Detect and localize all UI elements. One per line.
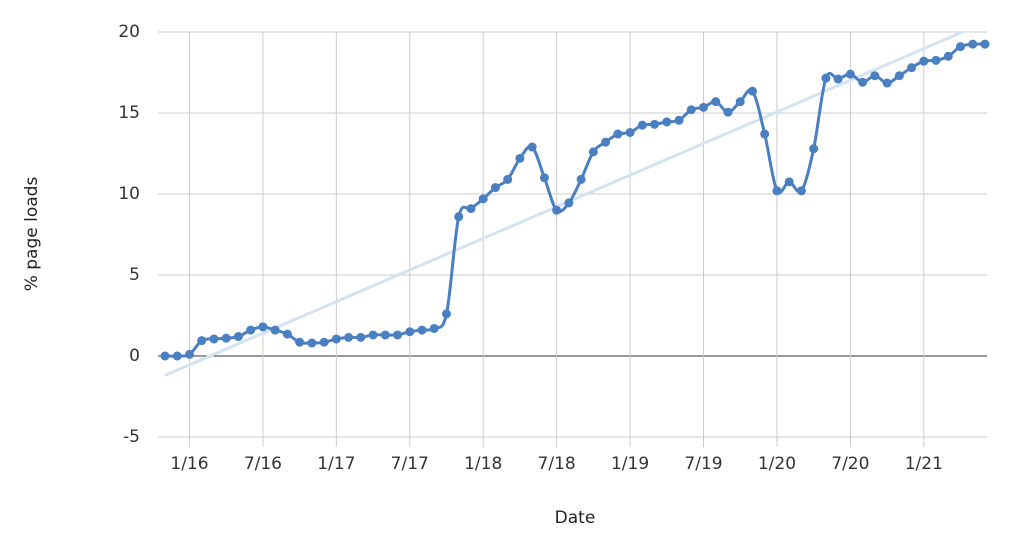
data-point [539,173,549,183]
y-axis-title: % page loads [22,177,42,292]
data-point [625,127,635,137]
data-point [723,107,733,117]
data-point [772,186,782,196]
data-point [405,327,415,337]
data-point [429,323,439,333]
data-point [833,74,843,84]
data-point [503,174,513,184]
data-point [441,309,451,319]
data-point [796,186,806,196]
data-point [686,105,696,115]
data-point [478,194,488,204]
data-point [160,351,170,361]
data-point [270,325,280,335]
y-tick-label: 0 [129,346,140,366]
data-point [650,119,660,129]
data-point [845,69,855,79]
data-point [747,86,757,96]
data-point [735,97,745,107]
data-point [588,147,598,157]
data-point [870,71,880,81]
data-point [221,333,231,343]
y-tick-label: 10 [118,184,140,204]
data-point [258,322,268,332]
x-tick-label: 1/19 [611,454,649,474]
data-point [527,142,537,152]
data-point [699,102,709,112]
data-point [662,117,672,127]
data-point [466,204,476,214]
data-point [417,325,427,335]
data-point [784,177,794,187]
data-point [307,338,317,348]
data-point [882,78,892,88]
data-point [980,39,990,49]
data-point [209,334,219,344]
data-point [601,137,611,147]
x-axis-title: Date [555,508,596,528]
data-point [393,330,403,340]
data-point [711,97,721,107]
data-point [637,120,647,130]
y-tick-label: 15 [118,103,140,123]
data-point [197,336,207,346]
data-point [809,144,819,154]
data-point [943,51,953,61]
x-tick-label: 1/20 [758,454,796,474]
data-point [894,71,904,81]
data-point [282,329,292,339]
x-tick-label: 1/18 [464,454,502,474]
y-tick-label: -5 [123,427,140,447]
x-tick-label: 7/17 [391,454,429,474]
data-point [454,212,464,222]
x-tick-label: 1/21 [905,454,943,474]
data-point [956,42,966,52]
data-point [821,73,831,83]
data-point [858,77,868,87]
data-point [368,330,378,340]
data-point [356,332,366,342]
data-point [233,332,243,342]
data-point [490,183,500,193]
x-tick-label: 7/20 [831,454,869,474]
x-tick-label: 1/17 [317,454,355,474]
data-point [760,129,770,139]
data-point [674,115,684,125]
data-point [552,205,562,215]
x-tick-label: 7/16 [244,454,282,474]
data-point [968,39,978,49]
data-point [515,153,525,163]
data-point [576,174,586,184]
data-point [295,337,305,347]
data-point [319,337,329,347]
data-point [344,332,354,342]
data-point [613,129,623,139]
data-point [931,55,941,65]
data-point [907,63,917,73]
x-tick-label: 1/16 [170,454,208,474]
y-tick-label: 20 [118,22,140,42]
y-tick-label: 5 [129,265,140,285]
trendline [164,32,967,377]
data-point [331,334,341,344]
data-point [246,325,256,335]
x-tick-label: 7/19 [684,454,722,474]
data-point [919,56,929,66]
x-tick-label: 7/18 [538,454,576,474]
data-point [564,198,574,208]
data-point [184,349,194,359]
data-point [172,351,182,361]
data-point [380,330,390,340]
